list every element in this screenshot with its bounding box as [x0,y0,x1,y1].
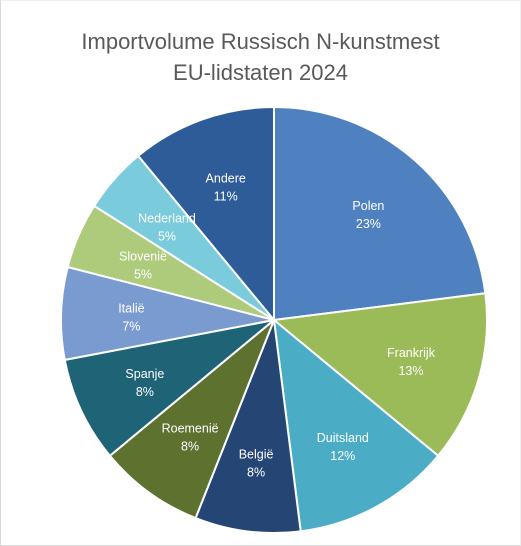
slice-label-nederland: Nederland [138,212,196,226]
chart-title: Importvolume Russisch N-kunstmest EU-lid… [0,26,521,88]
slice-label-roemenie: Roemenië [162,422,219,436]
slice-label-belgie: België [239,448,274,462]
pie-slice-roemenie [108,319,275,520]
chart-title-line-1: Importvolume Russisch N-kunstmest [81,29,440,54]
slice-label-frankrijk: Frankrijk [387,346,436,360]
pie-slice-andere [136,105,275,323]
slice-label-polen: Polen [352,199,384,213]
pie-slices [60,105,488,534]
slice-value-duitsland: 12% [330,449,355,463]
pie-slice-spanje [63,319,275,458]
slice-label-slovenie: Slovenië [119,249,167,263]
slice-value-nederland: 5% [158,230,176,244]
slice-label-andere: Andere [206,172,246,186]
slice-value-belgie: 8% [247,466,265,480]
slice-label-duitsland: Duitsland [317,431,369,445]
pie-slice-belgie [194,319,302,534]
slice-label-spanje: Spanje [125,367,164,381]
pie-labels: Polen 23% Frankrijk 13% Duitsland 12% België 8%… [118,172,436,480]
slice-value-roemenie: 8% [181,440,199,454]
slice-label-italie: Italië [118,302,144,316]
chart-title-line-2: EU-lidstaten 2024 [173,60,348,85]
slice-value-spanje: 8% [136,385,154,399]
slice-value-frankrijk: 13% [398,364,423,378]
slice-value-polen: 23% [356,217,381,231]
pie-slice-polen [273,105,487,322]
slice-value-slovenie: 5% [134,267,152,281]
pie-slice-duitsland [272,317,440,533]
slice-value-italie: 7% [122,320,140,334]
slice-value-andere: 11% [214,190,238,204]
pie-slice-frankrijk [271,292,488,458]
